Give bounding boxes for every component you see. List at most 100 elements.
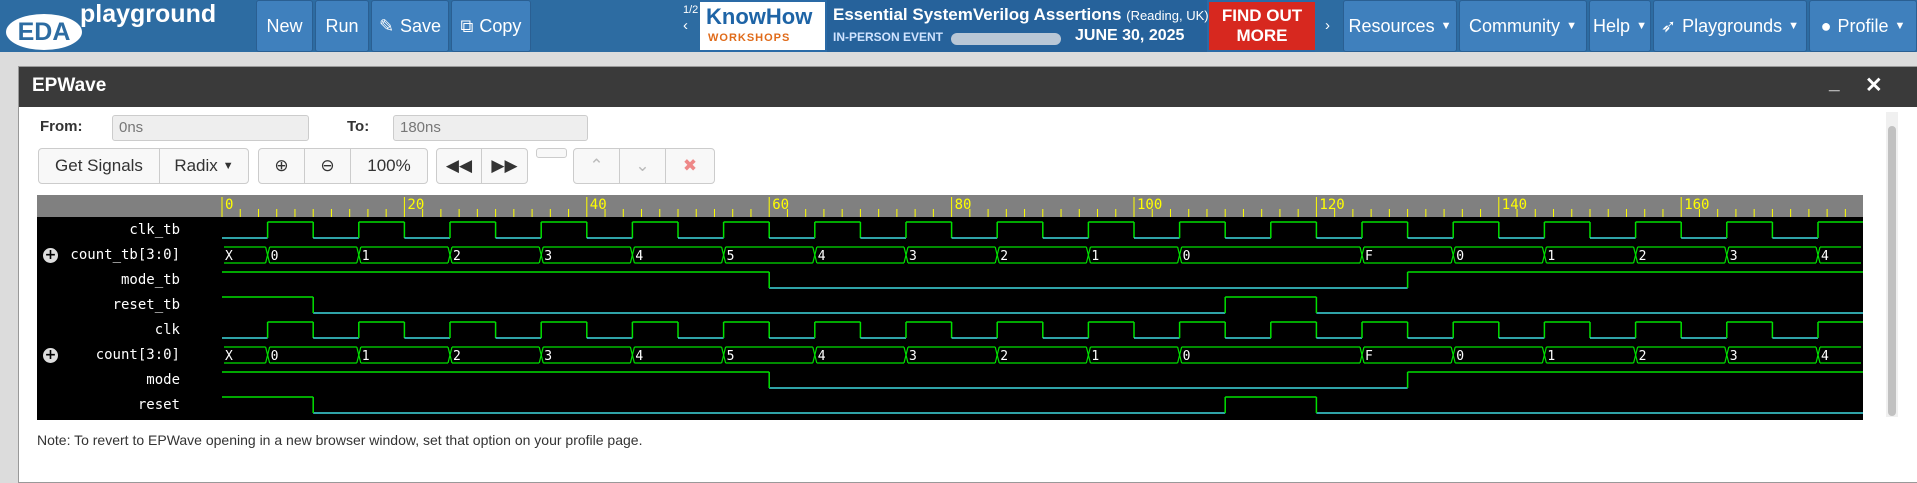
move-up-button[interactable]: ⌃: [573, 148, 620, 184]
signal-name[interactable]: reset_tb: [112, 297, 180, 313]
resources-menu[interactable]: Resources ▼: [1343, 0, 1457, 52]
bus-edge: [447, 246, 453, 264]
to-field[interactable]: 180ns: [393, 115, 588, 141]
ruler-label: 20: [407, 197, 424, 213]
bus-edge: [1633, 246, 1639, 264]
dialog-title: EPWave: [32, 75, 107, 96]
zoom-out-button[interactable]: ⊖: [304, 148, 351, 184]
bus-value-label: 4: [1821, 349, 1829, 364]
fast-forward-icon: ▶▶: [491, 156, 518, 175]
bus-edge: [721, 246, 727, 264]
bus-edge: [1450, 246, 1456, 264]
help-menu[interactable]: Help ▼: [1589, 0, 1651, 52]
caret-down-icon: ▼: [222, 160, 234, 172]
signal-name[interactable]: count[3:0]: [95, 347, 180, 363]
signal-name[interactable]: clk: [154, 322, 180, 338]
ad-brand-box: KnowHow WORKSHOPS: [700, 2, 825, 50]
bus-edge: [1359, 346, 1365, 364]
bus-edge: [994, 346, 1000, 364]
scrollbar-thumb[interactable]: [1888, 126, 1896, 416]
bus-edge: [356, 246, 362, 264]
chevron-up-icon: ⌃: [589, 156, 604, 175]
community-menu[interactable]: Community ▼: [1459, 0, 1587, 52]
zoom-level[interactable]: 100%: [350, 148, 428, 184]
eda-playground-logo[interactable]: EDA playground: [4, 0, 234, 50]
pencil-icon: ✎: [378, 15, 395, 36]
fast-backward-button[interactable]: ◀◀: [436, 148, 482, 184]
signal-name[interactable]: clk_tb: [129, 222, 180, 238]
rocket-icon: ➶: [1660, 15, 1677, 36]
from-field[interactable]: 0ns: [112, 115, 309, 141]
run-label: Run: [325, 15, 359, 36]
logo-eda-text: EDA: [6, 14, 82, 50]
copy-button[interactable]: ⧉ Copy: [451, 0, 531, 52]
signal-name[interactable]: reset: [137, 397, 180, 413]
expand-icon[interactable]: +: [43, 247, 58, 263]
signal-name[interactable]: mode_tb: [120, 272, 180, 288]
bus-value-label: 2: [1000, 249, 1008, 264]
bus-value-label: 1: [1091, 249, 1099, 264]
bus-value-label: 0: [1456, 349, 1464, 364]
cursor-value-box: [536, 148, 567, 158]
signal-name[interactable]: count_tb[3:0]: [70, 247, 180, 263]
bus-edge: [994, 246, 1000, 264]
bus-edge: [538, 246, 544, 264]
copy-label: Copy: [479, 15, 522, 36]
bus-value-label: X: [225, 249, 233, 264]
profile-label: Profile: [1837, 15, 1889, 36]
run-button[interactable]: Run: [315, 0, 369, 52]
bus-value-label: 1: [362, 349, 370, 364]
new-button[interactable]: New: [256, 0, 313, 52]
bus-value-label: X: [225, 349, 233, 364]
expand-icon[interactable]: +: [43, 347, 58, 363]
bus-edge: [447, 346, 453, 364]
bus-value-label: 0: [271, 249, 279, 264]
ad-carousel-indicator: [951, 33, 1061, 45]
dialog-scrollbar[interactable]: [1886, 112, 1898, 417]
logo-playground-text: playground: [80, 0, 217, 28]
bus-edge: [1724, 346, 1730, 364]
bus-edge: [1541, 346, 1547, 364]
profile-menu[interactable]: ● Profile ▼: [1809, 0, 1917, 52]
radix-dropdown[interactable]: Radix ▼: [159, 148, 249, 184]
ad-prev-icon[interactable]: ‹: [683, 17, 688, 34]
ruler-label: 0: [225, 197, 233, 213]
copy-icon: ⧉: [460, 15, 474, 36]
bus-value-label: 0: [271, 349, 279, 364]
zoom-out-icon: ⊖: [320, 156, 335, 175]
revert-note: Note: To revert to EPWave opening in a n…: [37, 432, 643, 448]
playgrounds-menu[interactable]: ➶ Playgrounds ▼: [1653, 0, 1807, 52]
save-button[interactable]: ✎ Save: [371, 0, 449, 52]
zoom-in-icon: ⊕: [274, 156, 289, 175]
ad-event: IN-PERSON EVENT: [833, 30, 944, 44]
ad-banner[interactable]: KnowHow WORKSHOPS Essential SystemVerilo…: [700, 0, 1315, 52]
signal-name[interactable]: mode: [146, 372, 180, 388]
zoom-in-button[interactable]: ⊕: [258, 148, 305, 184]
get-signals-button[interactable]: Get Signals: [38, 148, 160, 184]
ruler-label: 120: [1319, 197, 1344, 213]
bus-edge: [1085, 346, 1091, 364]
bus-value-label: 1: [362, 249, 370, 264]
bus-value-label: F: [1365, 249, 1373, 264]
bus-value-label: 4: [818, 249, 826, 264]
bus-edge: [538, 346, 544, 364]
bus-value-label: 4: [818, 349, 826, 364]
bus-value-label: 2: [453, 349, 461, 364]
resources-label: Resources: [1348, 15, 1435, 36]
ad-brand-sub: WORKSHOPS: [708, 32, 791, 44]
bus-edge: [1541, 246, 1547, 264]
remove-signal-button[interactable]: ✖: [665, 148, 715, 184]
bus-edge: [1177, 346, 1183, 364]
user-icon: ●: [1820, 15, 1832, 36]
fast-forward-button[interactable]: ▶▶: [481, 148, 528, 184]
bus-edge: [1815, 346, 1821, 364]
move-down-button[interactable]: ⌄: [619, 148, 666, 184]
minimize-icon[interactable]: _: [1829, 73, 1840, 94]
ad-find-out-more-button[interactable]: FIND OUT MORE: [1209, 2, 1315, 50]
close-icon[interactable]: ✕: [1865, 74, 1883, 97]
from-label: From:: [40, 118, 83, 135]
ad-next-icon[interactable]: ›: [1325, 17, 1330, 34]
bus-value-label: 4: [635, 249, 643, 264]
